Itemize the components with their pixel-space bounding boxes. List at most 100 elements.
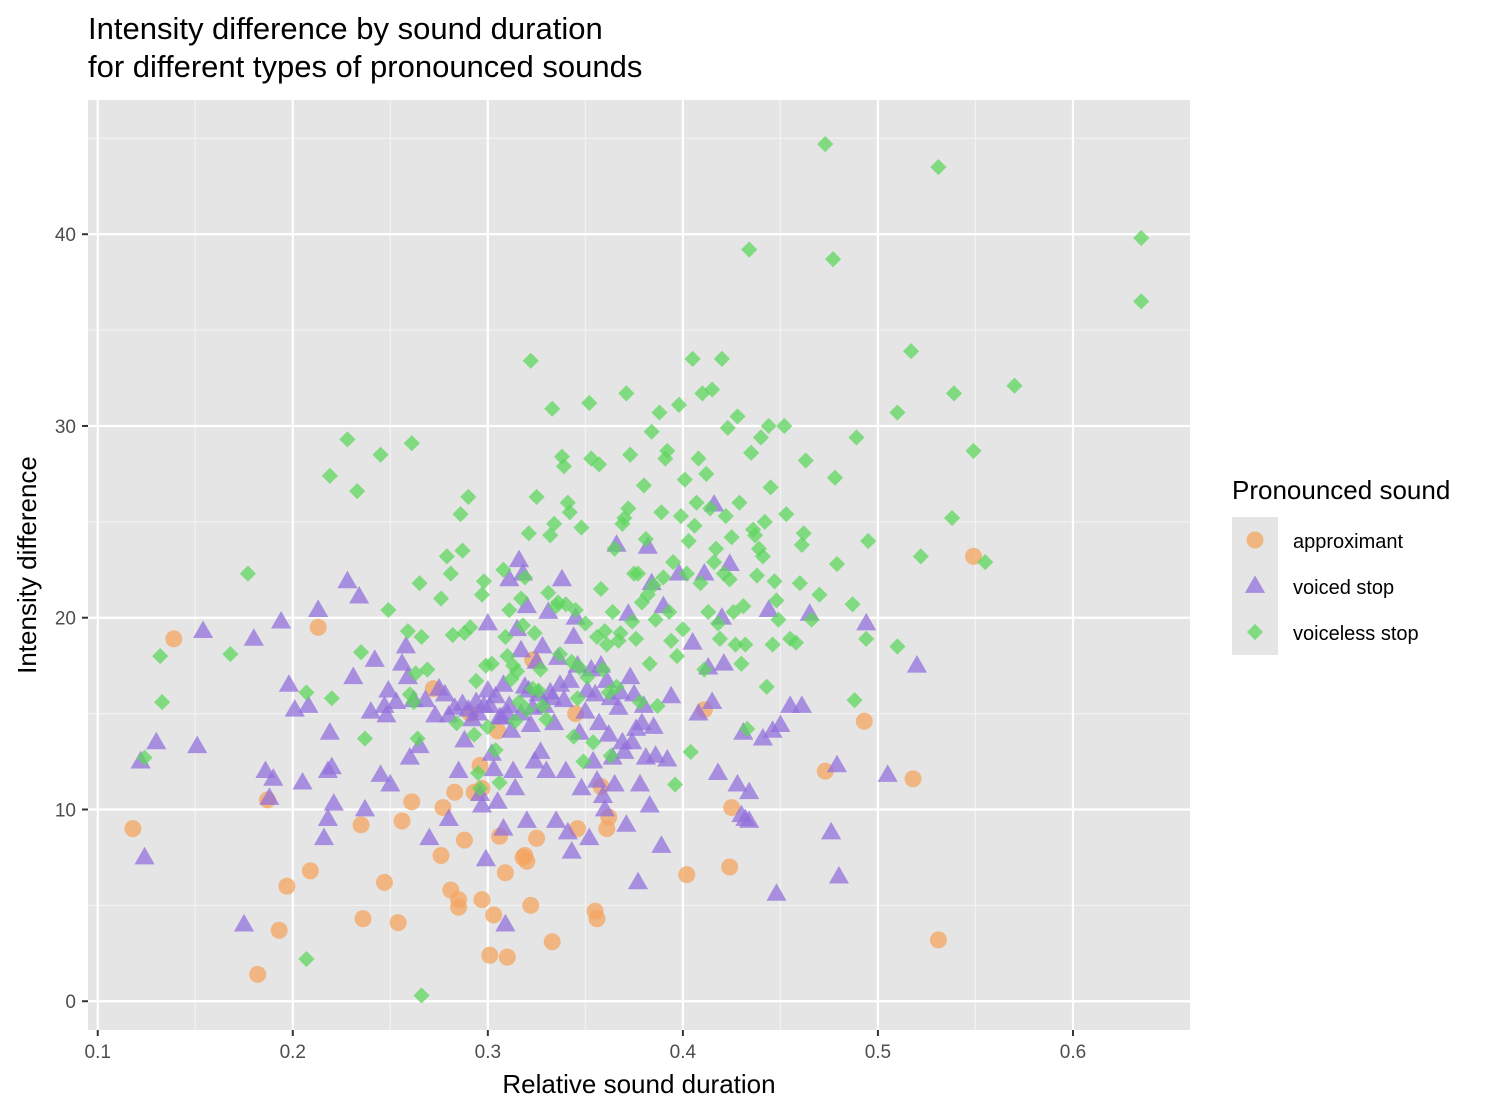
voiced-stop-point xyxy=(448,760,469,779)
voiceless-stop-point xyxy=(620,500,637,517)
voiceless-stop-point xyxy=(372,446,389,463)
voiced-stop-point xyxy=(516,810,537,828)
voiceless-stop-point xyxy=(298,950,315,968)
voiceless-stop-point xyxy=(610,632,627,649)
voiceless-stop-point xyxy=(602,747,619,764)
voiced-stop-point xyxy=(493,674,514,692)
voiced-stop-point xyxy=(575,701,596,719)
voiced-stop-point xyxy=(538,601,559,619)
voiced-stop-point xyxy=(391,653,413,671)
voiceless-stop-point xyxy=(596,623,613,640)
voiced-stop-point xyxy=(493,818,514,836)
voiceless-stop-point xyxy=(688,494,705,511)
voiced-stop-point xyxy=(479,695,500,713)
legend-key-voiceless-stop xyxy=(1246,623,1264,641)
voiceless-stop-point xyxy=(706,554,723,571)
y-axis-ticks: 0 10 20 30 40 xyxy=(55,225,88,1013)
voiced-stop-point xyxy=(187,735,208,754)
voiceless-stop-point xyxy=(746,527,764,544)
legend-title: Pronounced sound xyxy=(1232,475,1450,505)
voiced-stop-point xyxy=(702,691,723,710)
voiceless-stop-point xyxy=(826,469,844,486)
approximant-point xyxy=(403,793,421,811)
voiceless-stop-point xyxy=(667,776,684,793)
approximant-point xyxy=(432,847,450,865)
voiced-stop-point xyxy=(553,689,575,708)
approximant-point xyxy=(855,712,873,730)
voiceless-stop-point xyxy=(684,350,701,367)
approximant-point xyxy=(721,858,739,876)
voiceless-stop-point xyxy=(561,504,578,521)
voiceless-stop-point xyxy=(903,343,920,360)
voiceless-stop-point xyxy=(760,417,777,435)
voiced-stop-point xyxy=(643,716,664,734)
voiced-stop-point xyxy=(585,683,606,702)
voiceless-stop-point xyxy=(696,661,713,678)
voiceless-stop-point xyxy=(475,573,493,590)
voiceless-stop-point xyxy=(735,598,752,615)
voiced-stop-point xyxy=(544,712,565,731)
voiceless-stop-point xyxy=(641,655,658,672)
voiced-stop-point xyxy=(386,691,407,710)
voiced-stop-point xyxy=(477,612,498,631)
voiced-stop-point xyxy=(313,827,335,846)
voiced-stop-point xyxy=(343,666,364,685)
voiced-stop-point xyxy=(475,848,496,867)
voiceless-stop-point xyxy=(787,634,805,651)
voiced-stop-point xyxy=(337,570,358,589)
voiceless-stop-point xyxy=(514,617,532,634)
voiceless-stop-point xyxy=(778,506,795,523)
voiceless-stop-point xyxy=(592,580,610,598)
voiceless-stop-point xyxy=(507,713,524,730)
voiceless-stop-point xyxy=(468,672,485,690)
voiceless-stop-point xyxy=(551,646,569,663)
voiceless-stop-point xyxy=(655,569,672,586)
voiceless-stop-point xyxy=(516,569,533,586)
voiceless-stop-point xyxy=(690,450,707,467)
voiceless-stop-point xyxy=(686,517,703,534)
voiced-stop-point xyxy=(263,768,284,786)
approximant-point xyxy=(270,921,288,939)
voiceless-stop-point xyxy=(930,159,947,176)
approximant-point xyxy=(816,762,834,780)
voiceless-stop-point xyxy=(612,624,629,642)
voiceless-stop-point xyxy=(629,565,647,582)
voiceless-stop-point xyxy=(585,734,602,751)
voiceless-stop-point xyxy=(136,749,153,766)
approximant-point xyxy=(389,914,407,932)
voiceless-stop-point xyxy=(154,694,171,711)
voiceless-stop-point xyxy=(239,565,257,582)
voiced-stop-point xyxy=(349,586,370,604)
approximant-point xyxy=(528,829,546,847)
voiceless-stop-point xyxy=(152,648,169,665)
voiceless-stop-point xyxy=(522,352,539,369)
voiceless-stop-point xyxy=(501,601,518,619)
approximant-point xyxy=(124,820,142,838)
voiced-stop-point xyxy=(308,599,329,617)
approximant-point xyxy=(249,965,267,983)
voiceless-stop-point xyxy=(452,506,469,523)
voiceless-stop-point xyxy=(647,611,664,628)
voiceless-stop-point xyxy=(512,590,530,607)
voiceless-stop-point xyxy=(411,575,428,592)
voiceless-stop-point xyxy=(530,682,547,699)
voiceless-stop-point xyxy=(460,488,477,506)
voiceless-stop-point xyxy=(713,350,730,367)
voiced-stop-point xyxy=(395,635,417,654)
voiceless-stop-point xyxy=(544,400,561,417)
voiceless-stop-point xyxy=(670,396,688,413)
voiceless-stop-point xyxy=(752,429,769,446)
voiced-stop-point xyxy=(378,679,399,698)
voiced-stop-point xyxy=(292,772,313,790)
voiceless-stop-point xyxy=(698,465,715,482)
voiceless-stop-point xyxy=(403,435,420,452)
voiced-stop-point xyxy=(364,649,385,667)
voiceless-stop-point xyxy=(817,136,834,153)
voiceless-stop-point xyxy=(413,987,430,1004)
voiced-stop-point xyxy=(243,628,264,646)
voiceless-stop-point xyxy=(645,577,662,594)
voiced-stop-point xyxy=(483,758,504,777)
x-tick-label: 0.1 xyxy=(85,1042,111,1063)
voiced-stop-point xyxy=(739,810,760,828)
voiced-stop-point xyxy=(627,871,649,890)
